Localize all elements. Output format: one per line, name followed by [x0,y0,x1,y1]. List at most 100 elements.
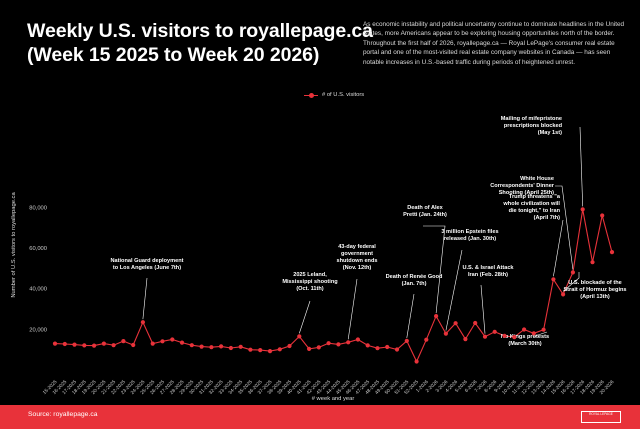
annotation-label: U.S. & Israel Attack [462,265,514,271]
data-point [297,334,302,339]
data-point [473,320,478,326]
data-point [82,343,87,348]
data-point [316,345,321,350]
data-point [238,344,243,349]
annotation-label: (April 13th) [580,294,610,300]
data-point [394,347,400,352]
chart-title-line-1: Weekly U.S. visitors to royallepage.ca [27,20,373,42]
data-point [72,342,77,347]
data-point [248,347,253,352]
data-point [346,340,351,345]
legend-label: # of U.S. visitors [322,92,365,98]
annotation-label: Iran (Feb. 28th) [468,272,508,278]
data-point [258,348,263,353]
data-point [502,333,507,338]
data-point [189,343,194,348]
annotation-label: (March 30th) [508,341,541,347]
source-note: Source: royallepage.ca [28,411,98,418]
data-point [287,343,292,349]
annotation-label: Mailing of mifepristone [501,116,562,122]
data-point [150,341,155,346]
annotation-leader-line [562,272,580,292]
annotation-leader-line [579,126,583,207]
data-point [512,335,517,340]
annotation-label: No Kings protests [501,334,549,340]
annotation-label: to Los Angeles (June 7th) [113,265,181,271]
data-point [170,337,175,342]
data-point [199,344,204,349]
data-point [522,327,527,332]
annotation-label: die tonight," to Iran [509,208,561,214]
annotation-label: U.S. blockade of the [568,280,621,286]
annotation-leader-line [555,185,574,270]
data-point [590,260,595,265]
annotation-leader-line [533,331,548,337]
chart-title-line-2: (Week 15 2025 to Week 20 2026) [27,44,320,66]
annotation-label: prescriptions blocked [504,123,563,129]
annotation-label: (April 7th) [534,215,561,221]
annotation-leader-line [423,225,446,314]
annotation-label: Death of Alex [407,205,443,211]
data-point [404,338,409,343]
annotation-label: released (Jan. 30th) [444,236,496,242]
annotation-label: White House [520,176,554,182]
y-axis-title: Number of U.S. visitors to royallepage.c… [11,192,17,298]
data-point [277,347,282,352]
data-point [307,346,312,351]
data-point [541,327,546,332]
data-point [463,337,468,342]
annotation-label: Shooting (April 25th) [499,190,554,196]
data-point [62,341,67,347]
annotation-label: 2025 Leland, [293,272,327,278]
data-point [131,342,136,348]
data-point [443,331,448,336]
data-point [375,346,380,351]
data-point [140,320,145,325]
data-point [609,250,615,255]
data-point [492,329,497,334]
data-point [160,339,165,344]
line-chart: 20,000 40,000 60,000 80,000 Number of U.S. v… [11,116,627,402]
annotation-leader-line [347,278,358,340]
data-point [424,337,429,342]
annotation-leader-line [445,249,463,331]
series-line [54,209,613,363]
data-point [434,314,439,319]
data-point [267,349,273,354]
data-point [365,343,370,348]
data-point [52,341,58,346]
y-tick-label: 20,000 [29,327,47,333]
data-point [482,334,488,339]
annotation-leader-line [480,284,486,334]
data-point [600,213,605,218]
footer-bar: Source: royallepage.ca ROYAL LEPAGE [0,405,640,429]
annotation-label: 43-day federal [338,244,376,250]
annotation-label: National Guard deployment [110,258,183,264]
annotation-label: Trump threatens "a [509,194,561,200]
data-point [228,345,233,351]
y-tick-label: 60,000 [29,246,47,252]
data-point [336,342,341,347]
annotation-leader-line [299,300,311,334]
annotation-label: (Nov. 12th) [343,265,372,271]
data-point [580,207,585,212]
annotation-label: shutdown ends [336,258,377,264]
chart-legend: # of U.S. visitors [304,92,364,98]
annotation-leader-line [553,219,564,277]
annotation-leader-line [406,293,415,338]
data-point [551,277,556,282]
data-point [561,292,566,297]
annotation-label: Correspondents' Dinner [490,183,555,189]
annotation-label: government [341,251,373,257]
x-axis-title: # week and year [312,396,355,402]
y-tick-label: 80,000 [29,205,47,211]
annotation-label: whole civilization will [502,201,560,207]
data-point [414,359,419,364]
data-point [355,337,360,342]
data-point [179,340,185,345]
data-point [385,344,390,350]
annotation-label: (May 1st) [538,130,562,136]
data-point [209,345,214,350]
annotation-label: Strait of Hormuz begins [563,287,626,293]
data-point [111,343,116,348]
